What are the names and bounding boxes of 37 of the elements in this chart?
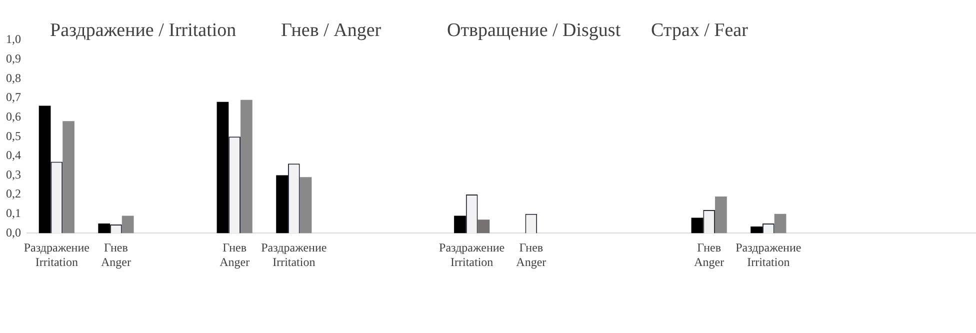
- bar: [98, 224, 110, 234]
- x-tick-label: Раздражение Irritation: [261, 240, 327, 269]
- bar: [478, 220, 490, 234]
- bar: [38, 106, 51, 234]
- annotation: Отвращение / Disgust: [447, 20, 621, 42]
- bar: [216, 102, 229, 234]
- bar: [122, 216, 134, 234]
- bar: [715, 196, 727, 234]
- annotation: Страх / Fear: [651, 20, 748, 42]
- x-tick-label: Гнев Anger: [694, 240, 724, 269]
- y-tick-label: 0,8: [6, 70, 21, 85]
- bar: [240, 100, 252, 234]
- bar: [691, 218, 704, 234]
- y-tick-label: 0,0: [6, 225, 21, 240]
- bar: [454, 216, 466, 234]
- bar: [300, 177, 312, 234]
- y-tick-label: 0,7: [6, 90, 21, 104]
- y-tick-label: 0,1: [6, 206, 21, 220]
- y-tick-label: 0,4: [6, 148, 21, 162]
- annotation: Гнев / Anger: [281, 20, 382, 42]
- y-tick-label: 0,5: [6, 128, 21, 143]
- bar: [62, 121, 74, 234]
- y-tick-label: 0,6: [6, 109, 21, 124]
- bar: [750, 226, 762, 234]
- bar: [774, 214, 786, 234]
- x-tick-label: Гнев Anger: [516, 240, 546, 269]
- bar: [276, 175, 288, 234]
- x-tick-label: Раздражение Irritation: [439, 240, 505, 269]
- y-tick-label: 0,9: [6, 51, 21, 66]
- annotation: Раздражение / Irritation: [50, 20, 236, 42]
- x-tick-label: Раздражение Irritation: [736, 240, 802, 269]
- y-tick-label: 0,3: [6, 167, 21, 182]
- y-tick-label: 0,2: [6, 186, 21, 201]
- x-tick-label: Раздражение Irritation: [24, 240, 90, 269]
- x-tick-label: Гнев Anger: [100, 240, 131, 269]
- x-tick-label: Гнев Anger: [220, 240, 250, 269]
- y-tick-label: 1,0: [6, 32, 21, 46]
